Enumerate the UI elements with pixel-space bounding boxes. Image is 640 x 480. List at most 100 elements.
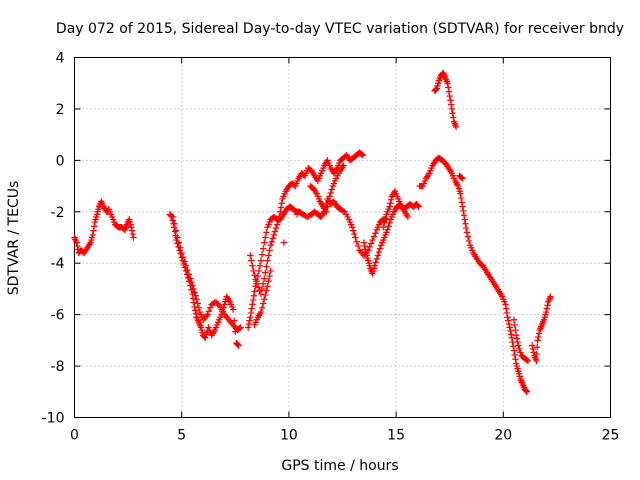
data-point [181,258,188,265]
data-point [381,219,388,227]
data-point [510,347,518,354]
data-point [252,276,259,283]
data-point [327,189,334,197]
data-point [251,272,258,279]
data-point [340,207,347,215]
data-point [267,267,274,275]
data-point [248,305,255,312]
data-point [523,356,531,364]
data-point [192,310,200,317]
data-point [247,314,254,321]
data-point [524,357,532,365]
data-point [348,224,356,231]
data-point [253,280,260,287]
data-point [340,162,347,169]
data-point [179,254,187,261]
data-point [237,324,244,331]
data-point [175,239,183,246]
data-point [350,227,357,234]
data-point [188,278,195,286]
y-tick-label: -6 [51,308,65,324]
data-point [460,212,468,219]
data-point [324,203,331,210]
data-point [174,240,181,247]
x-tick-label: 5 [177,428,186,444]
data-point [274,217,282,224]
data-point [204,311,211,318]
data-point [262,234,269,241]
data-point [361,242,368,250]
data-point [189,282,196,289]
data-point [460,207,467,215]
data-point [259,300,267,307]
data-point [254,284,262,291]
data-point [376,245,384,252]
data-point [448,105,456,113]
data-point [90,227,97,234]
series-seg-6 [251,162,347,329]
data-point [128,227,136,234]
data-point [505,317,512,324]
data-point [265,278,272,285]
data-point [514,338,521,346]
data-point [371,262,378,269]
data-point [259,280,267,287]
y-axis-label: SDTVAR / TECUs [6,181,22,296]
data-point [462,220,469,227]
y-tick-label: -2 [51,205,65,221]
data-point [195,304,203,311]
series-seg-7 [360,200,422,277]
data-point [386,219,393,227]
data-point [202,334,209,341]
data-point [503,309,511,317]
data-point [326,193,333,200]
grid [74,57,611,418]
y-tick-label: 4 [56,51,65,67]
data-point [258,251,266,258]
data-point [369,236,376,244]
data-point [386,203,393,210]
data-point [271,228,279,235]
y-tick-label: -4 [51,256,65,272]
data-point [245,320,253,328]
data-point [510,316,518,323]
data-point [257,257,265,264]
data-point [185,271,193,278]
data-point [547,293,554,300]
data-point [177,250,184,257]
data-point [511,321,518,329]
data-point [264,283,271,290]
data-point [254,272,262,280]
data-point [174,234,181,241]
data-point [272,224,280,232]
data-point [372,259,379,266]
data-point [513,335,521,342]
data-point [263,263,270,270]
data-point [266,247,273,254]
data-point [257,308,265,316]
data-point [261,296,268,303]
data-point [355,242,362,250]
data-point [370,233,378,240]
data-point [362,246,369,253]
series-seg-9 [416,154,531,395]
data-point [387,200,394,207]
data-point [446,92,453,100]
data-point [276,212,283,220]
data-point [457,190,464,197]
data-point [542,308,550,316]
data-point [249,262,256,269]
series-seg-5 [247,149,367,298]
data-point [533,357,540,365]
data-point [530,349,537,356]
data-point [512,356,519,363]
data-point [266,272,273,280]
data-point [247,309,255,317]
data-point [352,234,359,241]
data-point [462,224,470,232]
data-point [182,262,190,269]
data-point [74,242,81,250]
data-point [323,208,330,215]
data-point [512,326,519,334]
data-point [404,213,412,221]
